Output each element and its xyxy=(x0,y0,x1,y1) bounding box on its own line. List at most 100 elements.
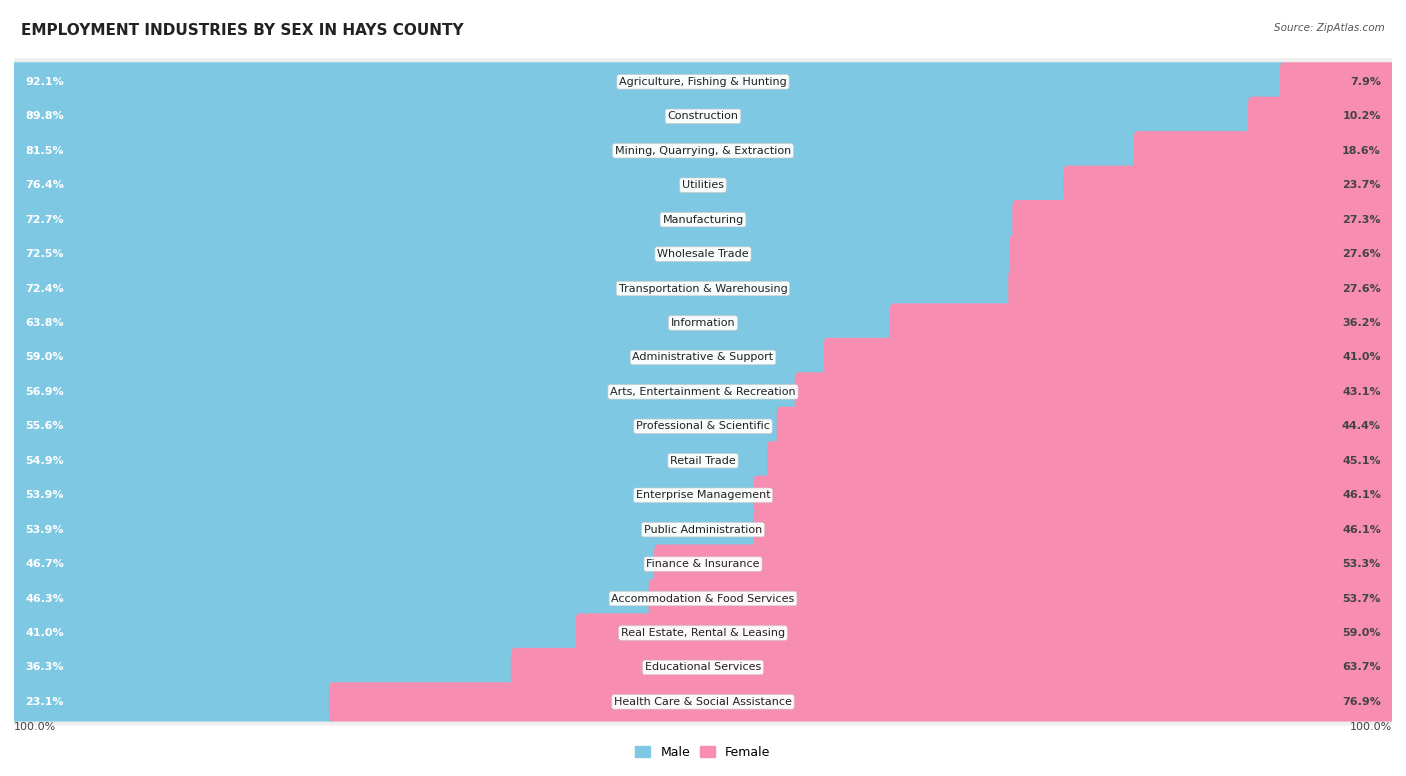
Text: 72.4%: 72.4% xyxy=(25,283,63,293)
FancyBboxPatch shape xyxy=(10,300,1396,347)
Text: 46.3%: 46.3% xyxy=(25,594,63,604)
FancyBboxPatch shape xyxy=(10,575,1396,622)
Text: Manufacturing: Manufacturing xyxy=(662,215,744,225)
FancyBboxPatch shape xyxy=(10,540,1396,588)
Text: Enterprise Management: Enterprise Management xyxy=(636,490,770,501)
Text: 76.9%: 76.9% xyxy=(1343,697,1381,707)
Text: 54.9%: 54.9% xyxy=(25,456,63,466)
Text: 72.7%: 72.7% xyxy=(25,215,63,225)
Text: 23.1%: 23.1% xyxy=(25,697,63,707)
Text: 92.1%: 92.1% xyxy=(25,77,63,87)
Text: 59.0%: 59.0% xyxy=(1343,628,1381,638)
FancyBboxPatch shape xyxy=(11,476,761,514)
Text: Professional & Scientific: Professional & Scientific xyxy=(636,421,770,431)
Text: Retail Trade: Retail Trade xyxy=(671,456,735,466)
Legend: Male, Female: Male, Female xyxy=(630,741,776,764)
Text: Educational Services: Educational Services xyxy=(645,663,761,673)
FancyBboxPatch shape xyxy=(1010,234,1396,274)
FancyBboxPatch shape xyxy=(1063,165,1396,205)
FancyBboxPatch shape xyxy=(11,510,761,549)
Text: EMPLOYMENT INDUSTRIES BY SEX IN HAYS COUNTY: EMPLOYMENT INDUSTRIES BY SEX IN HAYS COU… xyxy=(21,23,464,38)
FancyBboxPatch shape xyxy=(10,437,1396,484)
FancyBboxPatch shape xyxy=(11,372,801,411)
FancyBboxPatch shape xyxy=(10,506,1396,553)
FancyBboxPatch shape xyxy=(575,613,1395,653)
FancyBboxPatch shape xyxy=(654,545,1395,584)
Text: Wholesale Trade: Wholesale Trade xyxy=(657,249,749,259)
Text: 100.0%: 100.0% xyxy=(14,722,56,732)
FancyBboxPatch shape xyxy=(10,58,1396,106)
Text: Health Care & Social Assistance: Health Care & Social Assistance xyxy=(614,697,792,707)
FancyBboxPatch shape xyxy=(1008,269,1395,308)
FancyBboxPatch shape xyxy=(768,441,1395,480)
Text: 53.9%: 53.9% xyxy=(25,490,63,501)
FancyBboxPatch shape xyxy=(824,338,1395,377)
FancyBboxPatch shape xyxy=(11,97,1254,136)
Text: 46.1%: 46.1% xyxy=(1343,525,1381,535)
FancyBboxPatch shape xyxy=(11,579,655,618)
Text: Transportation & Warehousing: Transportation & Warehousing xyxy=(619,283,787,293)
FancyBboxPatch shape xyxy=(11,165,1070,205)
FancyBboxPatch shape xyxy=(776,407,1395,446)
FancyBboxPatch shape xyxy=(10,196,1396,244)
Text: 46.1%: 46.1% xyxy=(1343,490,1381,501)
FancyBboxPatch shape xyxy=(10,678,1396,726)
FancyBboxPatch shape xyxy=(10,127,1396,175)
FancyBboxPatch shape xyxy=(754,476,1395,514)
Text: 72.5%: 72.5% xyxy=(25,249,63,259)
FancyBboxPatch shape xyxy=(10,230,1396,278)
Text: Arts, Entertainment & Recreation: Arts, Entertainment & Recreation xyxy=(610,387,796,397)
Text: 56.9%: 56.9% xyxy=(25,387,63,397)
Text: Mining, Quarrying, & Extraction: Mining, Quarrying, & Extraction xyxy=(614,146,792,156)
Text: 41.0%: 41.0% xyxy=(1343,352,1381,362)
Text: 81.5%: 81.5% xyxy=(25,146,63,156)
FancyBboxPatch shape xyxy=(11,62,1286,102)
FancyBboxPatch shape xyxy=(1249,97,1395,136)
FancyBboxPatch shape xyxy=(890,303,1395,343)
FancyBboxPatch shape xyxy=(11,648,517,687)
FancyBboxPatch shape xyxy=(11,441,773,480)
Text: 53.9%: 53.9% xyxy=(25,525,63,535)
FancyBboxPatch shape xyxy=(10,265,1396,312)
Text: 76.4%: 76.4% xyxy=(25,180,63,190)
Text: 55.6%: 55.6% xyxy=(25,421,63,431)
Text: 36.3%: 36.3% xyxy=(25,663,63,673)
Text: 45.1%: 45.1% xyxy=(1343,456,1381,466)
Text: 89.8%: 89.8% xyxy=(25,111,63,121)
FancyBboxPatch shape xyxy=(10,609,1396,656)
Text: Public Administration: Public Administration xyxy=(644,525,762,535)
Text: 63.7%: 63.7% xyxy=(1343,663,1381,673)
Text: 36.2%: 36.2% xyxy=(1343,318,1381,328)
FancyBboxPatch shape xyxy=(10,403,1396,450)
Text: Administrative & Support: Administrative & Support xyxy=(633,352,773,362)
FancyBboxPatch shape xyxy=(11,338,831,377)
Text: 44.4%: 44.4% xyxy=(1341,421,1381,431)
FancyBboxPatch shape xyxy=(11,407,783,446)
FancyBboxPatch shape xyxy=(10,334,1396,381)
Text: 18.6%: 18.6% xyxy=(1343,146,1381,156)
Text: Construction: Construction xyxy=(668,111,738,121)
Text: 53.3%: 53.3% xyxy=(1343,559,1381,569)
FancyBboxPatch shape xyxy=(754,510,1395,549)
FancyBboxPatch shape xyxy=(11,234,1017,274)
Text: Agriculture, Fishing & Hunting: Agriculture, Fishing & Hunting xyxy=(619,77,787,87)
FancyBboxPatch shape xyxy=(11,269,1015,308)
Text: 100.0%: 100.0% xyxy=(1350,722,1392,732)
Text: 27.6%: 27.6% xyxy=(1343,283,1381,293)
Text: 53.7%: 53.7% xyxy=(1343,594,1381,604)
FancyBboxPatch shape xyxy=(329,682,1395,722)
Text: Utilities: Utilities xyxy=(682,180,724,190)
FancyBboxPatch shape xyxy=(11,131,1140,171)
Text: 10.2%: 10.2% xyxy=(1343,111,1381,121)
Text: 63.8%: 63.8% xyxy=(25,318,63,328)
Text: Information: Information xyxy=(671,318,735,328)
Text: Finance & Insurance: Finance & Insurance xyxy=(647,559,759,569)
Text: 41.0%: 41.0% xyxy=(25,628,63,638)
Text: Accommodation & Food Services: Accommodation & Food Services xyxy=(612,594,794,604)
FancyBboxPatch shape xyxy=(11,200,1019,239)
FancyBboxPatch shape xyxy=(10,472,1396,519)
Text: Source: ZipAtlas.com: Source: ZipAtlas.com xyxy=(1274,23,1385,33)
Text: Real Estate, Rental & Leasing: Real Estate, Rental & Leasing xyxy=(621,628,785,638)
FancyBboxPatch shape xyxy=(794,372,1395,411)
Text: 46.7%: 46.7% xyxy=(25,559,63,569)
